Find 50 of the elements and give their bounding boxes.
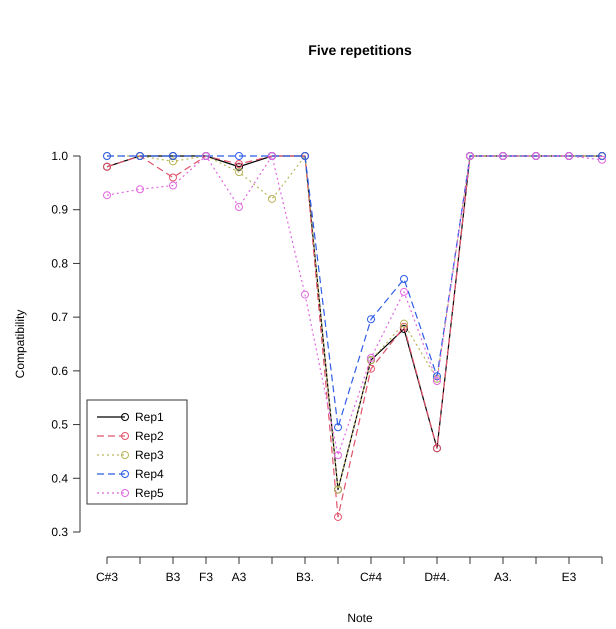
- point: [334, 451, 342, 460]
- point: [400, 288, 408, 296]
- legend-label: Rep5: [135, 486, 164, 500]
- legend-label: Rep4: [135, 467, 164, 481]
- point: [433, 374, 441, 383]
- x-tick-label: B3.: [296, 570, 314, 584]
- y-tick-label: 0.6: [51, 364, 68, 378]
- y-axis-title: Compatibility: [13, 310, 27, 378]
- point: [235, 160, 243, 168]
- point: [334, 512, 342, 521]
- x-tick-label: C#4: [360, 570, 382, 584]
- point: [235, 203, 243, 212]
- point: [169, 182, 177, 190]
- y-tick-label: 0.7: [51, 310, 68, 324]
- point: [268, 194, 276, 203]
- point: [169, 157, 177, 166]
- y-tick-label: 0.8: [51, 256, 68, 270]
- legend-label: Rep3: [135, 448, 164, 462]
- legend-label: Rep1: [135, 410, 164, 424]
- chart-title: Five repetitions: [308, 42, 412, 58]
- point: [400, 320, 408, 328]
- point: [169, 173, 177, 182]
- point: [598, 156, 606, 164]
- point: [400, 275, 408, 284]
- x-axis-title: Note: [347, 611, 373, 625]
- point: [367, 364, 375, 373]
- point: [235, 168, 243, 176]
- x-tick-label: A3: [232, 570, 247, 584]
- point: [301, 290, 309, 299]
- x-tick-label: B3: [166, 570, 181, 584]
- point: [433, 372, 441, 380]
- y-tick-label: 0.9: [51, 202, 68, 217]
- y-tick-label: 0.3: [51, 525, 68, 539]
- point: [433, 377, 441, 386]
- legend-label: Rep2: [135, 429, 164, 443]
- point: [235, 152, 243, 160]
- x-tick-label: C#3: [96, 570, 118, 584]
- point: [103, 191, 111, 200]
- y-tick-label: 0.4: [51, 471, 68, 486]
- point: [334, 423, 342, 432]
- point: [136, 185, 144, 194]
- x-tick-label: E3: [562, 570, 577, 584]
- point: [367, 354, 375, 362]
- y-tick-label: 1.0: [51, 149, 68, 163]
- point: [235, 162, 243, 171]
- point: [367, 315, 375, 324]
- y-tick-label: 0.5: [51, 418, 68, 432]
- x-tick-label: D#4.: [424, 570, 450, 584]
- x-tick-label: F3: [198, 570, 214, 584]
- x-tick-label: A3.: [494, 570, 512, 584]
